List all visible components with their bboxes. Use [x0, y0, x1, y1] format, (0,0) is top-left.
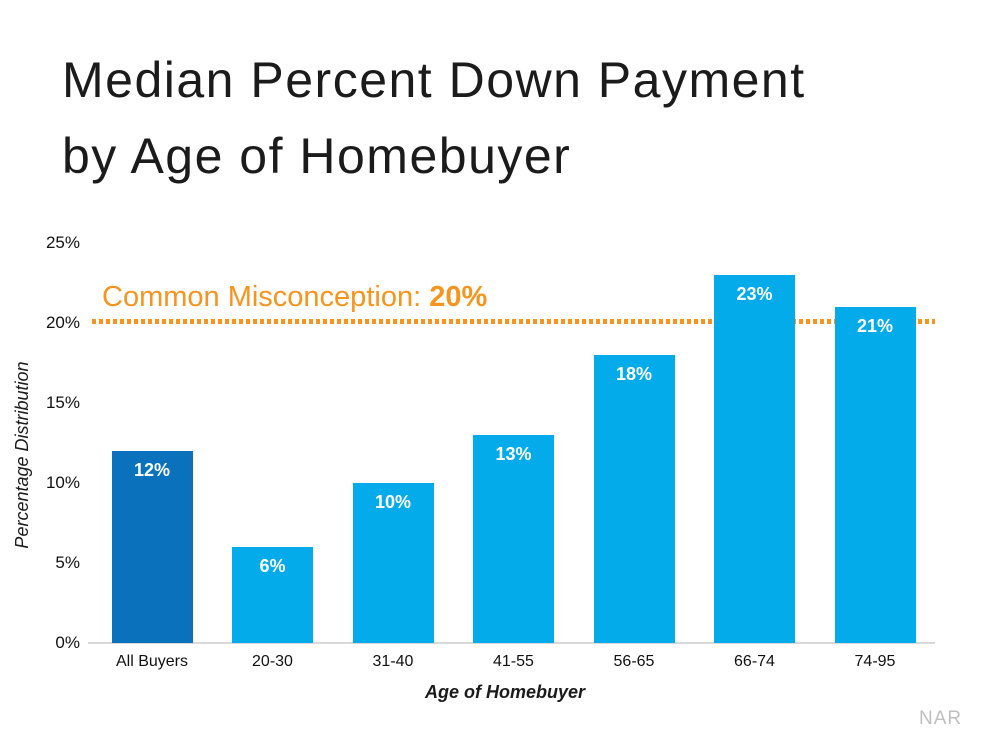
- bar-value-label: 23%: [736, 284, 773, 304]
- y-tick-label: 0%: [55, 633, 80, 652]
- x-tick-label: 56-65: [613, 653, 655, 670]
- annotation-value: 20%: [429, 281, 488, 313]
- x-axis-line: [88, 642, 935, 644]
- y-tick-label: 5%: [55, 553, 80, 572]
- bar-66-74: 23%: [714, 275, 795, 643]
- x-tick-label: 66-74: [734, 653, 775, 670]
- x-tick-label: 20-30: [252, 653, 293, 670]
- x-tick-label: 31-40: [372, 653, 414, 670]
- bar-31-40: 10%: [352, 483, 434, 643]
- bar-56-65: 18%: [593, 355, 675, 643]
- y-axis-title: Percentage Distribution: [12, 361, 32, 549]
- y-tick-label: 25%: [45, 233, 80, 252]
- bar-74-95: 21%: [834, 307, 916, 643]
- title-line-1: Median Percent Down Payment: [62, 52, 806, 108]
- bar-value-label: 6%: [259, 556, 286, 576]
- x-tick-label: All Buyers: [115, 653, 189, 670]
- x-tick-label: 41-55: [493, 653, 534, 670]
- title-line-2: by Age of Homebuyer: [62, 128, 572, 184]
- x-tick-label: 74-95: [854, 653, 896, 670]
- bar-all-buyers: 12%: [111, 451, 193, 643]
- annotation-prefix: Common Misconception:: [102, 281, 430, 313]
- y-tick-label: 20%: [45, 313, 80, 332]
- reference-line: [92, 319, 935, 324]
- y-tick-label: 15%: [45, 393, 80, 412]
- watermark-nar: NAR: [919, 708, 963, 729]
- x-axis-title: Age of Homebuyer: [424, 682, 586, 702]
- reference-line-annotation: Common Misconception: 20%: [102, 281, 487, 314]
- y-tick-label: 10%: [45, 473, 80, 492]
- bar-20-30: 6%: [232, 547, 313, 643]
- bar-value-label: 12%: [133, 460, 171, 480]
- bar-value-label: 18%: [615, 364, 653, 384]
- bar-value-label: 21%: [856, 316, 894, 336]
- bar-value-label: 13%: [495, 444, 532, 464]
- bar-value-label: 10%: [374, 492, 412, 512]
- bar-41-55: 13%: [473, 435, 554, 643]
- page-title: Median Percent Down Payment by Age of Ho…: [62, 42, 806, 194]
